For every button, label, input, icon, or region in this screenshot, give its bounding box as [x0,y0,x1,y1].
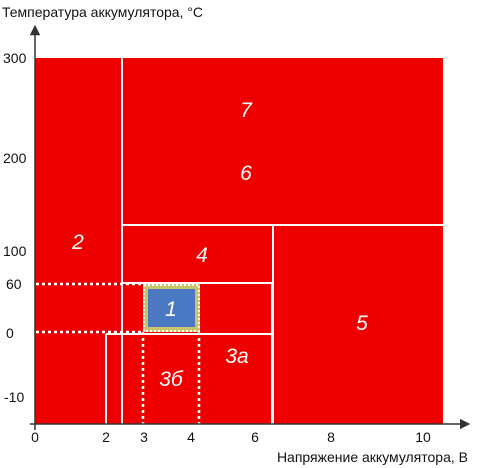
zone-label-3a: 3а [225,345,248,368]
zone-boundaries [105,58,443,424]
zone-label-1: 1 [165,298,177,321]
x-tick-label: 10 [415,429,431,445]
y-axis-title: Температура аккумулятора, °C [2,4,203,20]
zone-label-3b: 3б [159,368,184,391]
x-tick-label: 4 [187,429,195,445]
zone-label-5: 5 [356,312,368,335]
x-tick-label: 3 [140,429,148,445]
y-tick-label: 60 [6,276,22,292]
x-tick-label: 6 [251,429,259,445]
safe-zone-dots [143,284,200,332]
y-tick-label: -10 [4,389,24,405]
y-tick-label: 200 [3,150,27,166]
safe-zone [148,289,195,327]
y-tick-label: 300 [3,50,27,66]
x-tick-label: 8 [327,429,335,445]
zone-label-2: 2 [71,231,84,254]
x-tick-label: 2 [102,429,110,445]
zone-label-7: 7 [240,99,253,122]
y-tick-label: 0 [6,325,14,341]
zone-label-6: 6 [240,162,252,185]
zone-label-4: 4 [196,244,208,267]
x-tick-label: 0 [31,429,39,445]
plot-area [35,58,443,424]
x-axis-title: Напряжение аккумулятора, В [277,449,468,465]
y-tick-label: 100 [3,243,27,259]
